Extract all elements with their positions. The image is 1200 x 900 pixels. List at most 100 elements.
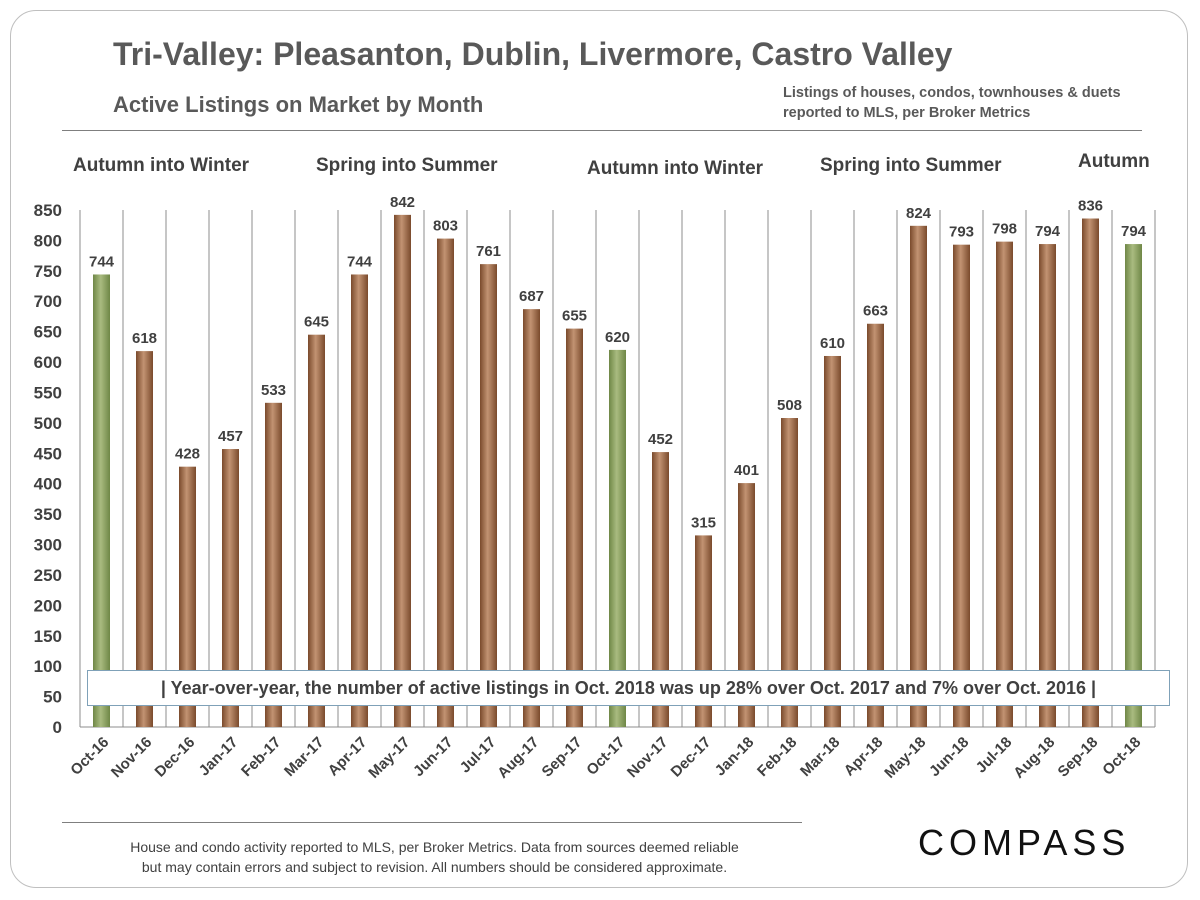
bar-jul-17 xyxy=(480,264,497,727)
y-tick-label: 100 xyxy=(34,657,62,676)
y-tick-label: 700 xyxy=(34,292,62,311)
source-note: Listings of houses, condos, townhouses &… xyxy=(783,85,1121,121)
x-tick-label: Jan-18 xyxy=(712,734,758,780)
data-label: 428 xyxy=(175,446,200,463)
x-tick-label: Nov-17 xyxy=(624,734,671,781)
bar-jun-18 xyxy=(953,244,970,727)
x-tick-label: Feb-18 xyxy=(754,734,800,780)
bar-sep-18 xyxy=(1082,218,1099,727)
x-tick-label: Aug-17 xyxy=(494,734,542,782)
bar-nov-17 xyxy=(652,452,669,727)
x-tick-label: Nov-16 xyxy=(108,734,155,781)
bar-nov-16 xyxy=(136,351,153,727)
y-tick-label: 250 xyxy=(34,566,62,585)
data-label: 794 xyxy=(1035,223,1061,240)
x-tick-label: Feb-17 xyxy=(238,734,284,780)
footer-disclaimer: House and condo activity reported to MLS… xyxy=(62,837,807,877)
data-label: 618 xyxy=(132,330,157,347)
data-label: 744 xyxy=(347,253,373,270)
data-label: 533 xyxy=(261,382,286,399)
bar-oct-16 xyxy=(93,274,110,727)
season-label-5: Autumn xyxy=(1078,151,1150,172)
y-tick-label: 450 xyxy=(34,444,62,463)
y-tick-label: 750 xyxy=(34,262,62,281)
bar-apr-17 xyxy=(351,274,368,727)
x-tick-label: Mar-17 xyxy=(281,734,327,780)
data-label: 824 xyxy=(906,205,932,222)
y-tick-label: 0 xyxy=(53,718,62,737)
data-label: 610 xyxy=(820,335,845,352)
x-tick-label: Oct-18 xyxy=(1099,734,1144,779)
x-tick-label: Jul-17 xyxy=(457,734,500,777)
data-label: 663 xyxy=(863,303,888,320)
bar-apr-18 xyxy=(867,323,884,727)
data-label: 687 xyxy=(519,288,544,305)
yoy-callout: | Year-over-year, the number of active l… xyxy=(87,670,1170,706)
compass-logo: COMPASS xyxy=(918,822,1131,863)
data-label: 655 xyxy=(562,308,587,325)
data-label: 836 xyxy=(1078,198,1103,215)
data-label: 457 xyxy=(218,428,243,445)
x-tick-label: Sep-18 xyxy=(1055,734,1102,781)
x-tick-label: May-17 xyxy=(365,734,413,782)
y-tick-label: 800 xyxy=(34,231,62,250)
data-label: 315 xyxy=(691,514,716,531)
y-tick-label: 650 xyxy=(34,323,62,342)
bar-aug-18 xyxy=(1039,244,1056,728)
data-label: 645 xyxy=(304,314,329,331)
slide-frame xyxy=(10,10,1188,888)
y-tick-label: 850 xyxy=(34,201,62,220)
x-tick-label: May-18 xyxy=(881,734,929,782)
x-tick-label: Oct-17 xyxy=(583,734,628,779)
y-tick-label: 350 xyxy=(34,505,62,524)
bar-mar-17 xyxy=(308,334,325,727)
season-label-3: Autumn into Winter xyxy=(587,158,764,179)
x-tick-label: Sep-17 xyxy=(539,734,586,781)
title-divider xyxy=(62,130,1142,131)
data-label: 842 xyxy=(390,194,415,211)
bar-jan-17 xyxy=(222,449,239,727)
data-label: 794 xyxy=(1121,223,1147,240)
chart-title: Tri-Valley: Pleasanton, Dublin, Livermor… xyxy=(113,36,953,72)
y-tick-label: 50 xyxy=(43,688,62,707)
x-tick-label: Jan-17 xyxy=(196,734,242,780)
y-tick-label: 500 xyxy=(34,414,62,433)
bar-dec-16 xyxy=(179,466,196,727)
season-label-1: Autumn into Winter xyxy=(73,155,250,176)
bar-jun-17 xyxy=(437,238,454,728)
bar-may-17 xyxy=(394,214,411,728)
x-tick-label: Jun-18 xyxy=(926,734,972,780)
x-tick-label: Jul-18 xyxy=(973,734,1016,777)
data-label: 620 xyxy=(605,329,630,346)
x-tick-label: Apr-18 xyxy=(841,734,887,780)
x-tick-label: Jun-17 xyxy=(410,734,456,780)
footer-line-2: but may contain errors and subject to re… xyxy=(141,859,728,875)
y-tick-label: 400 xyxy=(34,475,62,494)
data-label: 793 xyxy=(949,224,974,241)
x-tick-label: Oct-16 xyxy=(67,734,112,779)
y-tick-label: 600 xyxy=(34,353,62,372)
x-tick-label: Apr-17 xyxy=(325,734,371,780)
bar-feb-17 xyxy=(265,402,282,727)
data-label: 798 xyxy=(992,221,1017,238)
chart-subtitle: Active Listings on Market by Month xyxy=(113,92,484,117)
x-tick-label: Mar-18 xyxy=(797,734,843,780)
data-label: 744 xyxy=(89,253,115,270)
bar-mar-18 xyxy=(824,355,841,727)
bar-jan-18 xyxy=(738,483,755,727)
y-tick-label: 200 xyxy=(34,596,62,615)
data-label: 803 xyxy=(433,218,458,235)
bar-feb-18 xyxy=(781,418,798,727)
bar-oct-18 xyxy=(1125,244,1142,728)
data-label: 508 xyxy=(777,397,802,414)
bar-oct-17 xyxy=(609,349,626,727)
data-label: 761 xyxy=(476,243,501,260)
footer-divider xyxy=(62,822,802,823)
bar-sep-17 xyxy=(566,328,583,727)
data-label: 401 xyxy=(734,462,759,479)
y-tick-label: 300 xyxy=(34,536,62,555)
x-tick-label: Dec-16 xyxy=(152,734,199,781)
bar-aug-17 xyxy=(523,309,540,727)
season-label-2: Spring into Summer xyxy=(316,155,498,176)
